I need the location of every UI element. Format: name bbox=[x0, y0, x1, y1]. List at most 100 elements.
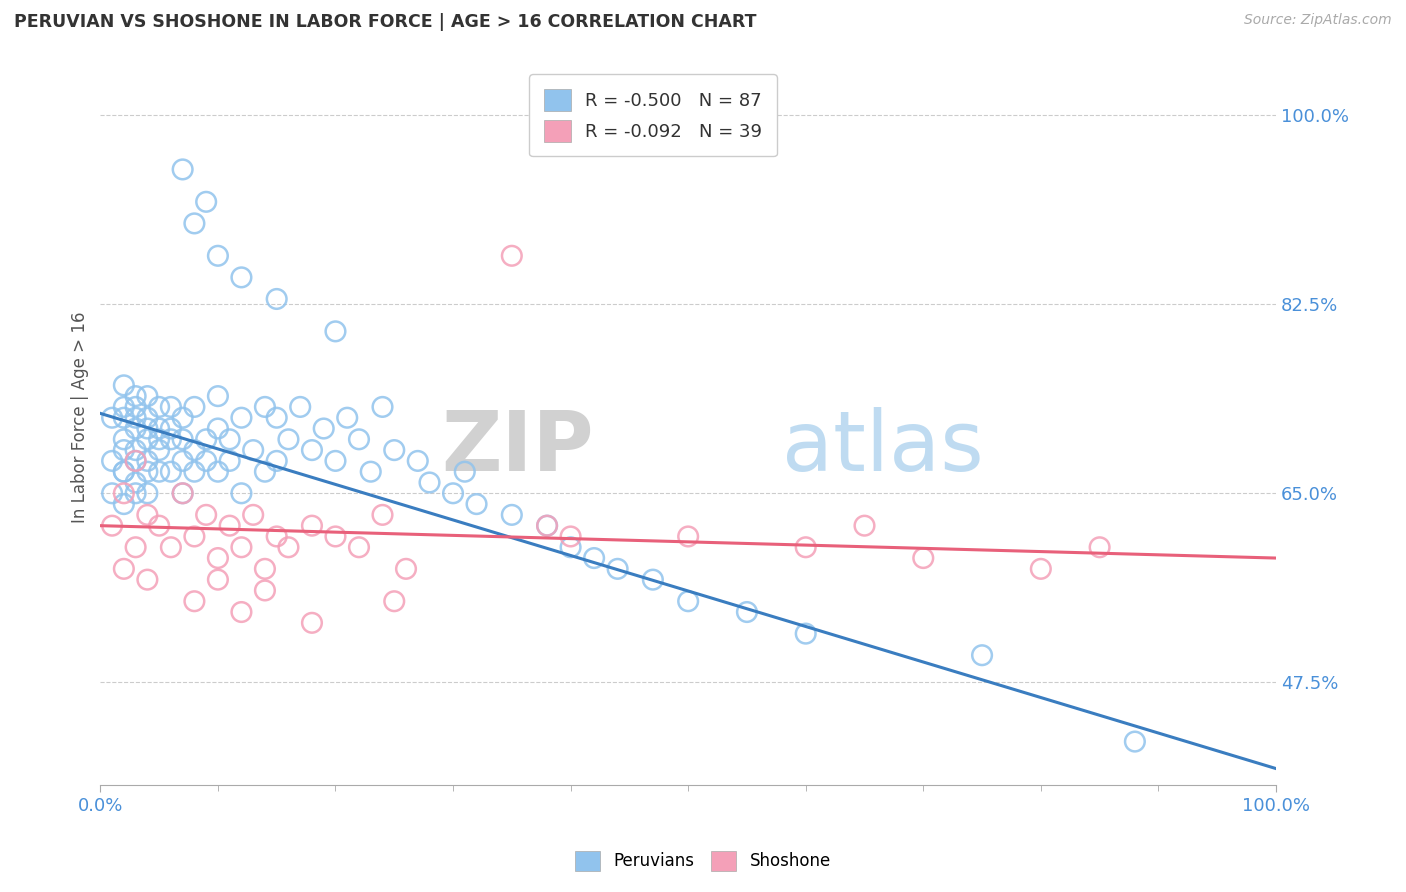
Point bbox=[101, 518, 124, 533]
Point bbox=[266, 410, 288, 425]
Point bbox=[124, 410, 146, 425]
Point bbox=[853, 518, 876, 533]
Point bbox=[218, 454, 240, 468]
Point bbox=[536, 518, 558, 533]
Point bbox=[676, 529, 699, 543]
Point bbox=[172, 432, 194, 446]
Point bbox=[641, 573, 664, 587]
Point bbox=[266, 529, 288, 543]
Point bbox=[124, 421, 146, 435]
Point bbox=[1123, 734, 1146, 748]
Point bbox=[136, 486, 159, 500]
Point bbox=[195, 508, 218, 522]
Point bbox=[301, 615, 323, 630]
Point bbox=[277, 541, 299, 555]
Point bbox=[253, 562, 276, 576]
Point bbox=[406, 454, 429, 468]
Point bbox=[560, 541, 582, 555]
Point bbox=[207, 551, 229, 566]
Point bbox=[172, 486, 194, 500]
Point bbox=[112, 400, 135, 414]
Point bbox=[231, 270, 253, 285]
Point bbox=[183, 443, 205, 458]
Point bbox=[290, 400, 312, 414]
Point bbox=[112, 410, 135, 425]
Point bbox=[312, 421, 335, 435]
Point bbox=[112, 497, 135, 511]
Point bbox=[148, 432, 170, 446]
Point bbox=[325, 324, 347, 338]
Point bbox=[382, 594, 405, 608]
Text: PERUVIAN VS SHOSHONE IN LABOR FORCE | AGE > 16 CORRELATION CHART: PERUVIAN VS SHOSHONE IN LABOR FORCE | AG… bbox=[14, 13, 756, 31]
Point bbox=[172, 162, 194, 177]
Point bbox=[160, 432, 183, 446]
Point bbox=[195, 432, 218, 446]
Point bbox=[136, 410, 159, 425]
Point bbox=[371, 400, 394, 414]
Point bbox=[454, 465, 477, 479]
Point bbox=[501, 249, 523, 263]
Point bbox=[336, 410, 359, 425]
Point bbox=[148, 518, 170, 533]
Point bbox=[242, 508, 264, 522]
Point bbox=[325, 454, 347, 468]
Point bbox=[183, 594, 205, 608]
Point bbox=[794, 626, 817, 640]
Point bbox=[124, 454, 146, 468]
Point bbox=[218, 432, 240, 446]
Point bbox=[347, 541, 370, 555]
Point bbox=[112, 378, 135, 392]
Point bbox=[136, 432, 159, 446]
Point bbox=[124, 475, 146, 490]
Point bbox=[136, 573, 159, 587]
Point bbox=[160, 421, 183, 435]
Point bbox=[112, 465, 135, 479]
Point bbox=[124, 389, 146, 403]
Point bbox=[418, 475, 440, 490]
Point bbox=[360, 465, 382, 479]
Point bbox=[501, 508, 523, 522]
Point bbox=[242, 443, 264, 458]
Point bbox=[583, 551, 606, 566]
Point bbox=[183, 216, 205, 230]
Point bbox=[183, 529, 205, 543]
Point bbox=[676, 594, 699, 608]
Point bbox=[266, 454, 288, 468]
Point bbox=[124, 400, 146, 414]
Point bbox=[112, 486, 135, 500]
Point bbox=[735, 605, 758, 619]
Point bbox=[231, 605, 253, 619]
Point bbox=[172, 486, 194, 500]
Point bbox=[231, 410, 253, 425]
Point bbox=[912, 551, 935, 566]
Legend: R = -0.500   N = 87, R = -0.092   N = 39: R = -0.500 N = 87, R = -0.092 N = 39 bbox=[529, 74, 776, 156]
Point bbox=[325, 529, 347, 543]
Text: ZIP: ZIP bbox=[441, 407, 595, 488]
Point bbox=[136, 465, 159, 479]
Text: Source: ZipAtlas.com: Source: ZipAtlas.com bbox=[1244, 13, 1392, 28]
Point bbox=[970, 648, 993, 663]
Legend: Peruvians, Shoshone: Peruvians, Shoshone bbox=[567, 842, 839, 880]
Point bbox=[136, 389, 159, 403]
Point bbox=[112, 562, 135, 576]
Point bbox=[277, 432, 299, 446]
Point bbox=[148, 421, 170, 435]
Point bbox=[606, 562, 628, 576]
Point bbox=[207, 389, 229, 403]
Point bbox=[136, 508, 159, 522]
Point bbox=[124, 486, 146, 500]
Point bbox=[253, 583, 276, 598]
Point bbox=[301, 443, 323, 458]
Point bbox=[441, 486, 464, 500]
Point bbox=[183, 400, 205, 414]
Point bbox=[124, 454, 146, 468]
Text: atlas: atlas bbox=[782, 407, 984, 488]
Point bbox=[1029, 562, 1052, 576]
Point bbox=[183, 465, 205, 479]
Point bbox=[395, 562, 418, 576]
Point bbox=[536, 518, 558, 533]
Point bbox=[347, 432, 370, 446]
Point bbox=[112, 465, 135, 479]
Point bbox=[101, 454, 124, 468]
Point bbox=[253, 400, 276, 414]
